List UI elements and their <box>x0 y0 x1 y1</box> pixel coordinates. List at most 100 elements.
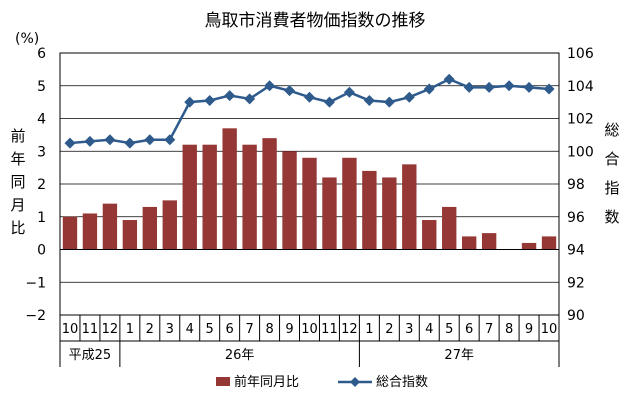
index-marker <box>84 135 96 147</box>
legend-line-label: 総合指数 <box>376 375 428 390</box>
index-marker <box>184 96 196 108</box>
left-tick-label: 2 <box>37 177 46 193</box>
index-marker <box>244 93 256 105</box>
index-marker <box>483 81 495 93</box>
index-marker <box>463 81 475 93</box>
index-marker <box>403 91 415 103</box>
bar <box>362 170 377 250</box>
year-group-label: 26年 <box>225 348 255 363</box>
right-tick-label: 94 <box>567 243 585 259</box>
category-label: 1 <box>126 322 134 337</box>
bar <box>62 216 78 250</box>
category-label: 4 <box>425 322 433 337</box>
index-marker <box>343 86 355 98</box>
category-label: 3 <box>166 322 174 337</box>
category-label: 12 <box>102 322 119 337</box>
bar <box>422 220 437 250</box>
year-group-label: 27年 <box>444 348 474 363</box>
category-label: 7 <box>485 322 493 337</box>
category-label: 10 <box>62 322 79 337</box>
bar <box>481 233 497 250</box>
bar <box>442 206 457 250</box>
category-label: 10 <box>301 322 318 337</box>
category-label: 6 <box>226 322 234 337</box>
right-axis-title-char: 指 <box>604 179 619 197</box>
bar <box>342 157 357 250</box>
left-tick-label: 3 <box>37 144 46 160</box>
bar-series <box>62 128 557 250</box>
bar <box>202 144 217 250</box>
index-marker <box>264 80 276 92</box>
left-axis-title-char: 年 <box>10 150 25 168</box>
legend-line-marker <box>350 377 360 387</box>
category-label: 5 <box>206 322 214 337</box>
right-axis-title-char: 総 <box>604 121 619 139</box>
bar <box>302 157 317 250</box>
index-marker <box>224 90 236 102</box>
year-group-label: 平成25 <box>69 348 112 363</box>
legend-bar-swatch <box>216 377 230 386</box>
bar <box>162 200 177 250</box>
left-axis-title-char: 同 <box>10 173 25 191</box>
bar <box>461 236 477 250</box>
category-label: 4 <box>186 322 194 337</box>
chart-title: 鳥取市消費者物価指数の推移 <box>205 11 426 31</box>
index-marker <box>64 137 76 149</box>
right-tick-label: 92 <box>567 275 585 291</box>
index-marker <box>383 96 395 108</box>
right-axis-title-char: 数 <box>604 208 619 226</box>
right-tick-label: 96 <box>567 210 585 226</box>
index-marker <box>523 81 535 93</box>
bar <box>262 138 277 250</box>
category-label: 12 <box>341 322 358 337</box>
bar <box>541 236 557 250</box>
category-label: 9 <box>525 322 533 337</box>
bar <box>82 213 98 250</box>
left-tick-label: 0 <box>37 243 46 259</box>
bar <box>222 128 237 250</box>
index-marker <box>503 80 515 92</box>
category-label: 5 <box>445 322 453 337</box>
index-marker <box>543 83 555 95</box>
category-label: 6 <box>465 322 473 337</box>
bar <box>242 144 257 250</box>
left-axis-title: 前年同月比 <box>10 127 25 237</box>
category-label: 8 <box>265 322 273 337</box>
left-tick-label: −2 <box>25 308 46 324</box>
right-tick-label: 104 <box>567 79 594 95</box>
category-label: 2 <box>146 322 154 337</box>
y-axis-unit: (%) <box>15 31 39 47</box>
bar <box>102 203 118 250</box>
index-marker <box>284 85 296 97</box>
category-label: 7 <box>245 322 253 337</box>
bar <box>142 206 158 250</box>
left-tick-label: 6 <box>37 46 46 62</box>
right-tick-label: 100 <box>567 144 594 160</box>
index-marker <box>363 94 375 106</box>
left-tick-label: 5 <box>37 79 46 95</box>
index-marker <box>204 94 216 106</box>
index-marker <box>164 134 176 146</box>
line-series <box>64 73 555 149</box>
category-label: 9 <box>285 322 293 337</box>
right-axis-title-char: 合 <box>604 150 619 168</box>
index-marker <box>104 134 116 146</box>
index-marker <box>443 73 455 85</box>
bar <box>182 144 197 250</box>
index-marker <box>124 137 136 149</box>
left-axis-title-char: 前 <box>10 127 25 145</box>
bar <box>322 177 337 250</box>
category-label: 10 <box>541 322 558 337</box>
left-tick-label: −1 <box>25 275 46 291</box>
bar <box>521 242 537 250</box>
left-axis-title-char: 比 <box>10 219 25 237</box>
index-marker <box>323 96 335 108</box>
bar <box>382 177 397 250</box>
category-label: 8 <box>505 322 513 337</box>
left-tick-label: 1 <box>37 210 46 226</box>
category-label: 2 <box>385 322 393 337</box>
right-tick-label: 102 <box>567 112 594 128</box>
index-marker <box>304 91 315 103</box>
bar <box>282 151 297 250</box>
